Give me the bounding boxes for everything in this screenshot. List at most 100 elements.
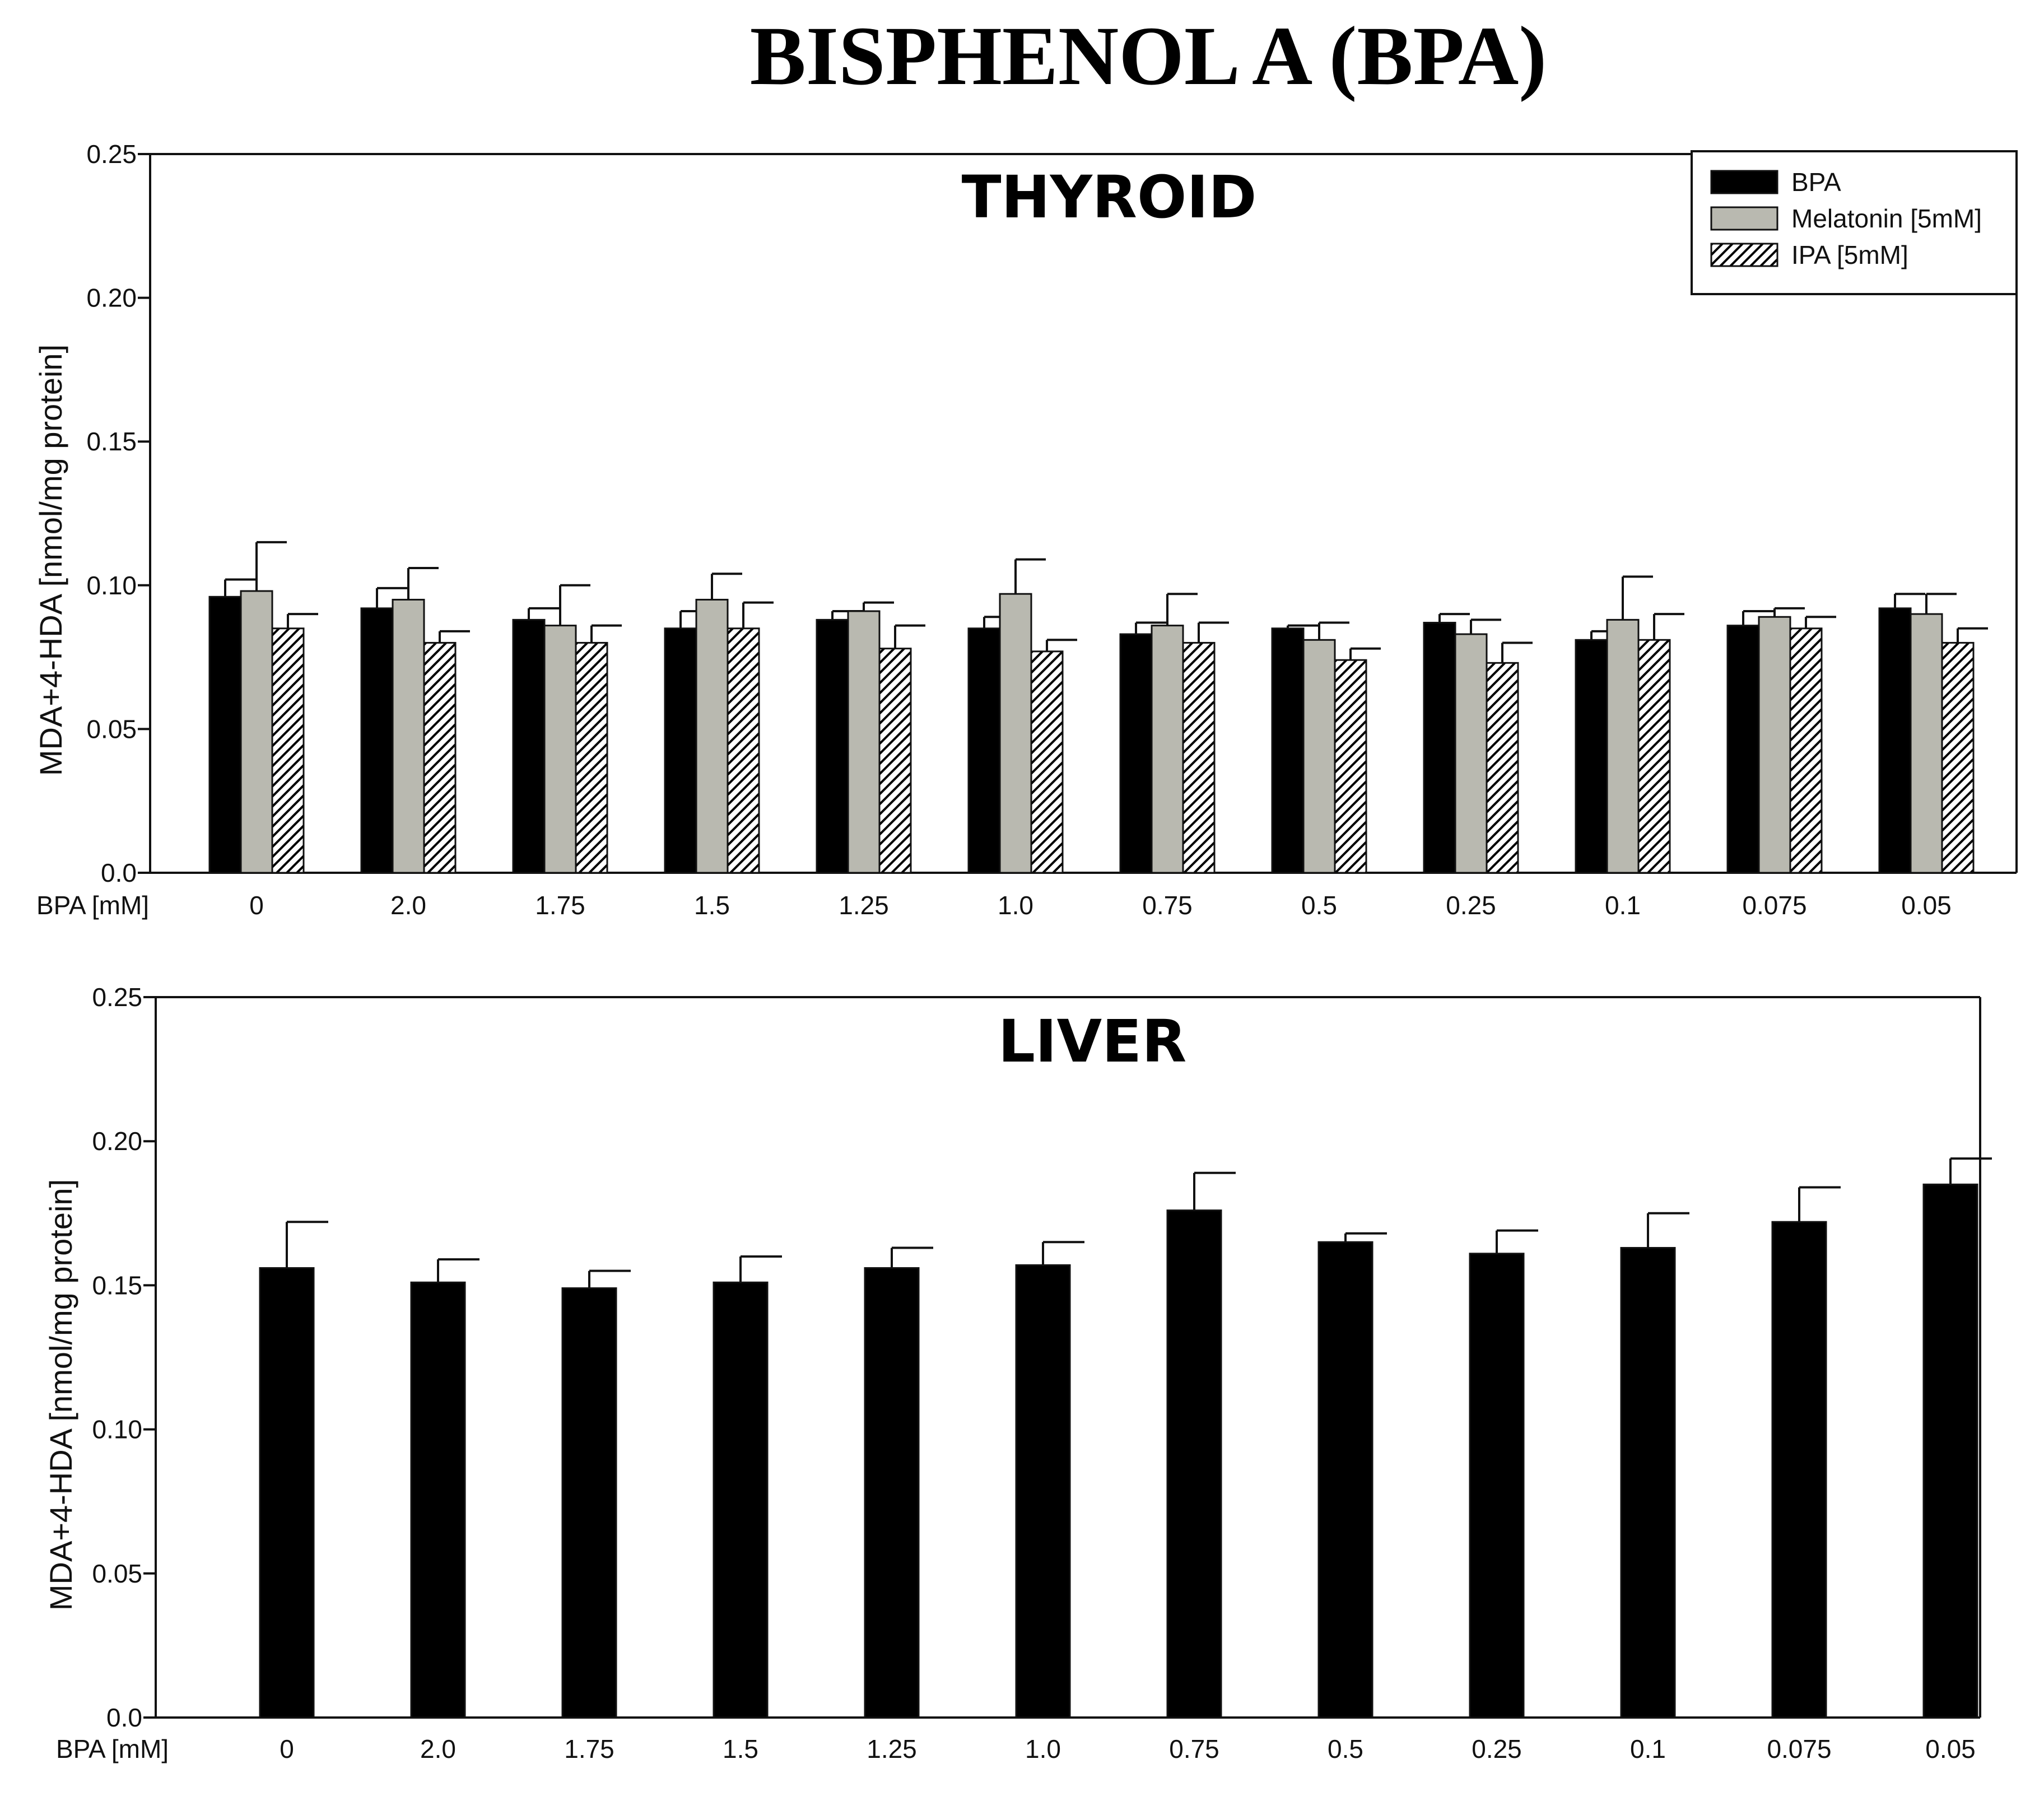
chart-panel-thyroid: THYROID0.00.050.100.150.200.25MDA+4-HDA …: [33, 139, 2018, 920]
x-axis-label: BPA [mM]: [36, 891, 149, 920]
y-tick-label: 0.05: [92, 1559, 142, 1588]
x-tick-label: 0.25: [1472, 1734, 1522, 1763]
bar: [1486, 662, 1519, 874]
legend-swatch: [1710, 170, 1778, 194]
x-tick-label: 0: [249, 891, 264, 920]
bar: [423, 641, 457, 874]
bar: [1575, 639, 1608, 874]
bar: [1182, 641, 1216, 874]
y-tick-label: 0.05: [86, 714, 137, 743]
bar: [1423, 622, 1456, 874]
bar: [1271, 627, 1305, 874]
bar: [392, 598, 425, 874]
y-tick-label: 0.25: [86, 139, 137, 169]
y-tick-label: 0.15: [86, 427, 137, 456]
x-tick-label: 1.0: [998, 891, 1033, 920]
bar: [664, 627, 697, 874]
bar: [816, 618, 849, 874]
bar: [1302, 639, 1336, 874]
bar: [864, 1267, 920, 1719]
y-tick-label: 0.15: [92, 1271, 142, 1300]
bar: [999, 593, 1032, 874]
y-tick-label: 0.0: [106, 1703, 142, 1732]
legend-swatch: [1710, 243, 1778, 267]
bar: [1469, 1253, 1525, 1719]
x-tick-label: 0.1: [1630, 1734, 1666, 1763]
bar: [512, 618, 546, 874]
bar: [1637, 639, 1671, 874]
bar: [1789, 627, 1823, 874]
bar: [543, 625, 577, 874]
bar: [410, 1281, 466, 1719]
x-tick-label: 2.0: [420, 1734, 456, 1763]
legend-swatch: [1710, 206, 1778, 231]
bar: [1726, 625, 1760, 874]
x-tick-label: 0.1: [1605, 891, 1641, 920]
y-tick-label: 0.20: [86, 283, 137, 313]
bar: [1620, 1247, 1676, 1719]
bar: [259, 1267, 315, 1719]
legend: BPA Melatonin [5mM] IPA [5mM]: [1691, 150, 2018, 295]
bar: [1606, 618, 1640, 874]
x-tick-label: 0.25: [1446, 891, 1496, 920]
x-tick-label: 1.25: [867, 1734, 917, 1763]
bar: [1878, 607, 1912, 874]
x-axis-label: BPA [mM]: [56, 1734, 169, 1763]
bar: [1941, 641, 1975, 874]
y-tick-label: 0.0: [101, 858, 137, 887]
x-tick-label: 0.05: [1925, 1734, 1976, 1763]
bar: [1166, 1209, 1222, 1719]
x-tick-label: 0: [280, 1734, 294, 1763]
bar: [561, 1287, 617, 1719]
x-tick-label: 0.75: [1169, 1734, 1219, 1763]
bar: [695, 598, 729, 874]
x-tick-label: 0.05: [1901, 891, 1952, 920]
x-tick-label: 2.0: [390, 891, 426, 920]
y-tick-label: 0.10: [92, 1415, 142, 1444]
bar: [1119, 633, 1153, 874]
x-tick-label: 1.25: [839, 891, 889, 920]
x-tick-label: 0.5: [1301, 891, 1337, 920]
x-tick-label: 0.5: [1328, 1734, 1363, 1763]
x-tick-label: 0.075: [1742, 891, 1806, 920]
legend-label: BPA: [1791, 167, 1841, 197]
y-tick-label: 0.10: [86, 571, 137, 600]
bar: [575, 641, 608, 874]
bar: [1771, 1221, 1827, 1719]
y-axis-label: MDA+4-HDA [nmol/mg protein]: [33, 345, 68, 776]
x-tick-label: 0.075: [1767, 1734, 1831, 1763]
bar: [1317, 1241, 1373, 1719]
bar: [360, 607, 394, 874]
figure-title: BISPHENOL A (BPA): [750, 10, 1547, 103]
x-tick-label: 1.5: [723, 1734, 758, 1763]
bar: [713, 1281, 769, 1719]
bar: [1030, 650, 1064, 874]
bar: [271, 627, 305, 874]
bar: [1922, 1183, 1978, 1719]
x-tick-label: 1.5: [694, 891, 730, 920]
x-tick-label: 0.75: [1142, 891, 1193, 920]
panel-title: THYROID: [962, 163, 1257, 231]
bar: [727, 627, 760, 874]
bar: [1454, 633, 1488, 874]
bar: [847, 610, 881, 874]
y-axis-label: MDA+4-HDA [nmol/mg protein]: [43, 1179, 78, 1611]
bar: [1910, 613, 1943, 874]
bar: [967, 627, 1001, 874]
bar: [240, 590, 273, 874]
bar: [1151, 625, 1184, 874]
y-tick-label: 0.20: [92, 1127, 142, 1156]
bar: [1758, 616, 1791, 874]
bar: [878, 648, 912, 874]
x-tick-label: 1.75: [564, 1734, 614, 1763]
x-tick-label: 1.75: [535, 891, 585, 920]
bar: [208, 595, 242, 874]
bar: [1334, 659, 1367, 874]
legend-label: Melatonin [5mM]: [1791, 204, 1982, 233]
panel-title: LIVER: [998, 1007, 1187, 1076]
bar: [1015, 1264, 1071, 1719]
x-tick-label: 1.0: [1025, 1734, 1061, 1763]
legend-label: IPA [5mM]: [1791, 240, 1908, 269]
